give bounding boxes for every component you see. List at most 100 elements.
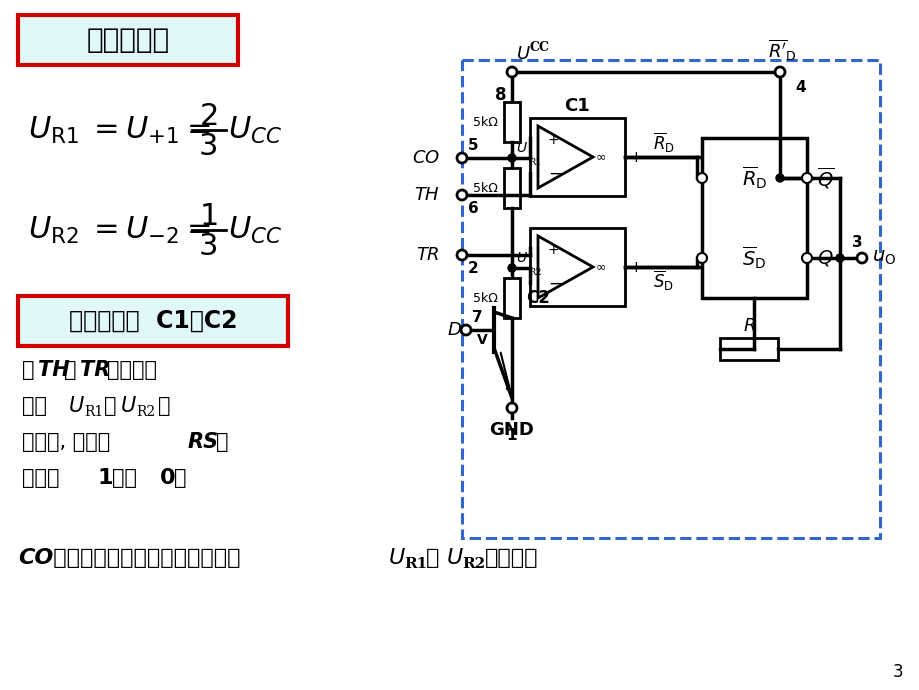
Text: R1: R1 [84,405,103,419]
Circle shape [506,403,516,413]
Text: $\overline{Q}$: $\overline{Q}$ [816,165,834,191]
Text: RS: RS [187,432,219,452]
Bar [18,296,288,346]
Circle shape [801,253,811,263]
Text: $\overline{S}_{\rm D}$: $\overline{S}_{\rm D}$ [742,245,766,271]
Text: 6: 6 [468,201,478,215]
Text: 5: 5 [468,137,478,152]
Bar [720,338,777,360]
Text: 或置: 或置 [112,468,137,488]
Text: $Q$: $Q$ [816,248,833,268]
Text: R2: R2 [461,557,484,571]
Circle shape [697,253,706,263]
Circle shape [857,253,866,263]
Text: $R$: $R$ [742,317,754,335]
Polygon shape [538,236,593,298]
Text: $U$: $U$ [119,396,137,416]
Text: $D$: $D$ [447,321,461,339]
Text: 输入端电: 输入端电 [107,360,157,380]
Text: 0: 0 [160,468,176,488]
Text: $\overline{R'}_{\rm D}$: $\overline{R'}_{\rm D}$ [766,37,796,63]
Circle shape [835,254,843,262]
Text: $3$: $3$ [199,130,217,161]
Text: $1$: $1$ [199,201,217,232]
Bar [504,278,519,318]
Text: $U_{CC}$: $U_{CC}$ [228,115,282,146]
Text: 2: 2 [468,261,478,275]
Text: $= U_{+1} =$: $= U_{+1} =$ [88,115,210,146]
Text: −: − [548,165,562,183]
Text: $3$: $3$ [199,230,217,262]
Bar [461,60,879,538]
Text: $U$: $U$ [516,141,528,155]
Text: 行比较, 使基本: 行比较, 使基本 [22,432,110,452]
Text: C2: C2 [526,289,550,307]
Text: 3: 3 [851,235,861,250]
Text: $U_{\rm R1}$: $U_{\rm R1}$ [28,115,79,146]
Text: $\overline{R}_{\rm D}$: $\overline{R}_{\rm D}$ [741,165,766,191]
Circle shape [507,154,516,162]
Text: V: V [477,333,487,347]
Text: 、: 、 [64,360,76,380]
Text: $U$: $U$ [68,396,85,416]
Text: TH: TH [38,360,70,380]
Text: R1: R1 [403,557,426,571]
Text: $U_{CC}$: $U_{CC}$ [228,215,282,246]
Text: 触: 触 [216,432,228,452]
Circle shape [457,190,467,200]
Circle shape [775,174,783,182]
Text: −: − [548,275,562,293]
Text: 发器置: 发器置 [22,468,60,488]
Text: +: + [629,150,641,164]
Circle shape [507,264,516,272]
Text: CO端外加控制电压：改变参考电压: CO端外加控制电压：改变参考电压 [18,548,240,568]
Text: CC: CC [529,41,550,54]
Text: 5kΩ: 5kΩ [472,291,497,304]
Text: 。: 。 [174,468,187,488]
Text: R1: R1 [528,157,541,166]
Text: $U$: $U$ [446,547,463,569]
Circle shape [774,67,784,77]
Text: 3: 3 [891,663,902,681]
Text: 4: 4 [794,79,805,95]
Text: C1: C1 [564,97,590,115]
Text: 5kΩ: 5kΩ [472,181,497,195]
Text: $\overline{S}_{\rm D}$: $\overline{S}_{\rm D}$ [652,269,674,293]
Text: $TH$: $TH$ [414,186,439,204]
Text: 1: 1 [98,468,113,488]
Text: 电阱分压器: 电阱分压器 [86,26,169,54]
Text: $U$: $U$ [388,547,405,569]
Text: +: + [548,243,559,257]
Text: $\infty$: $\infty$ [595,261,606,273]
Text: 7: 7 [471,310,482,324]
Text: $U_{\rm R2}$: $U_{\rm R2}$ [28,215,78,246]
Text: 8: 8 [495,86,506,104]
Text: $= U_{-2} =$: $= U_{-2} =$ [88,215,210,246]
Polygon shape [538,126,593,188]
Circle shape [801,173,811,183]
Circle shape [457,250,467,260]
Text: $\infty$: $\infty$ [595,150,606,164]
Text: GND: GND [489,421,534,439]
Text: 、: 、 [104,396,117,416]
Bar [504,168,519,208]
Text: R2: R2 [136,405,155,419]
Text: 进: 进 [158,396,170,416]
Text: +: + [629,259,641,275]
Text: 的数値。: 的数値。 [484,548,538,568]
Bar [18,15,238,65]
Circle shape [460,325,471,335]
Text: 、: 、 [425,548,439,568]
Text: 1: 1 [506,428,516,443]
Text: 将: 将 [22,360,35,380]
Text: $2$: $2$ [199,101,217,132]
Bar [701,138,806,298]
Text: $u_{\rm O}$: $u_{\rm O}$ [871,249,895,267]
Text: $U$: $U$ [516,45,530,63]
Circle shape [457,153,467,163]
Text: $TR$: $TR$ [415,246,439,264]
Text: 压与: 压与 [22,396,47,416]
Text: +: + [548,133,559,147]
Bar [529,228,624,306]
Circle shape [506,67,516,77]
